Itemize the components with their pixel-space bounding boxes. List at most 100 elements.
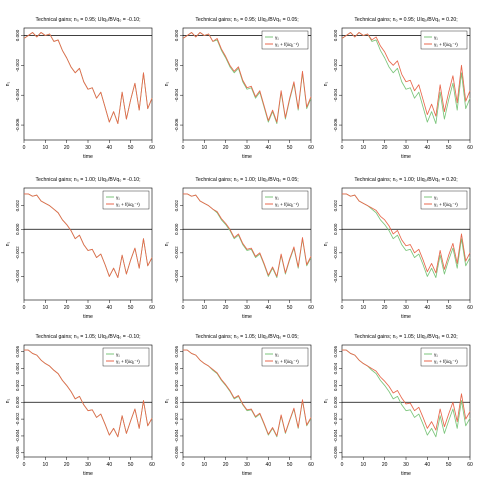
y-tick-label: 0.006 bbox=[174, 346, 179, 358]
x-tick-label: 30 bbox=[244, 305, 250, 311]
x-tick-label: 10 bbox=[202, 305, 208, 311]
y-axis-label: n₁ bbox=[164, 398, 170, 403]
series-line bbox=[182, 32, 312, 123]
y-axis-label: n₁ bbox=[5, 241, 11, 246]
y-tick-label: 0.004 bbox=[333, 362, 338, 374]
y-tick-label: -0.002 bbox=[15, 58, 20, 71]
x-tick-label: 20 bbox=[382, 145, 388, 151]
y-tick-label: -0.006 bbox=[174, 118, 179, 131]
chart-title: Technical gains; n₀ = 1.05; UIq₀/BVq₀ = … bbox=[195, 334, 298, 340]
series-line bbox=[342, 193, 471, 274]
x-tick-label: 10 bbox=[43, 462, 49, 468]
y-axis-label: n₁ bbox=[323, 241, 329, 246]
x-axis-label: time bbox=[401, 471, 411, 477]
x-tick-label: 60 bbox=[308, 305, 314, 311]
chart-panel: Technical gains; n₀ = 1.05; UIq₀/BVq₀ = … bbox=[5, 334, 155, 477]
y-tick-label: 0.004 bbox=[174, 362, 179, 374]
x-tick-label: 20 bbox=[223, 145, 229, 151]
legend-label: γ₁ + f(ẋq₁⁻¹) bbox=[275, 42, 299, 47]
y-tick-label: -0.006 bbox=[15, 446, 20, 459]
y-tick-label: -0.002 bbox=[15, 246, 20, 259]
y-tick-label: -0.006 bbox=[333, 118, 338, 131]
y-tick-label: 0.000 bbox=[333, 223, 338, 235]
x-tick-label: 50 bbox=[287, 305, 293, 311]
x-tick-label: 10 bbox=[43, 305, 49, 311]
x-tick-label: 20 bbox=[223, 462, 229, 468]
legend-label: γ₁ bbox=[116, 352, 120, 357]
x-tick-label: 0 bbox=[23, 145, 26, 151]
y-tick-label: 0.000 bbox=[333, 29, 338, 41]
y-tick-label: -0.004 bbox=[15, 88, 20, 101]
chart-title: Technical gains; n₀ = 1.05; UIq₀/BVq₀ = … bbox=[35, 334, 140, 340]
x-tick-label: 30 bbox=[403, 145, 409, 151]
chart-title: Technical gains; n₀ = 1.00; UIq₀/BVq₀ = … bbox=[35, 177, 140, 183]
x-tick-label: 40 bbox=[266, 462, 272, 468]
chart-panel: Technical gains; n₀ = 0.95; UIq₀/BVq₀ = … bbox=[323, 17, 473, 160]
y-tick-label: -0.004 bbox=[174, 88, 179, 101]
x-tick-label: 20 bbox=[64, 145, 70, 151]
x-tick-label: 0 bbox=[341, 145, 344, 151]
y-tick-label: -0.002 bbox=[15, 412, 20, 425]
y-tick-label: -0.004 bbox=[333, 269, 338, 282]
y-tick-label: 0.000 bbox=[15, 29, 20, 41]
y-tick-label: -0.002 bbox=[333, 246, 338, 259]
y-axis-label: n₁ bbox=[323, 398, 329, 403]
series-line bbox=[341, 32, 471, 117]
x-tick-label: 50 bbox=[128, 305, 134, 311]
legend-box bbox=[261, 30, 309, 50]
y-tick-label: -0.006 bbox=[333, 446, 338, 459]
chart-title: Technical gains; n₀ = 0.95; UIq₀/BVq₀ = … bbox=[354, 17, 457, 23]
y-tick-label: 0.000 bbox=[174, 29, 179, 41]
x-tick-label: 0 bbox=[23, 462, 26, 468]
x-tick-label: 40 bbox=[266, 145, 272, 151]
x-tick-label: 0 bbox=[182, 305, 185, 311]
y-tick-label: 0.002 bbox=[15, 199, 20, 211]
chart-panel: Technical gains; n₀ = 1.05; UIq₀/BVq₀ = … bbox=[323, 334, 473, 477]
x-axis-label: time bbox=[242, 471, 252, 477]
chart-title: Technical gains; n₀ = 0.95; UIq₀/BVq₀ = … bbox=[35, 17, 140, 23]
series-line bbox=[24, 193, 153, 279]
y-tick-label: 0.002 bbox=[333, 199, 338, 211]
chart-panel: Technical gains; n₀ = 1.00; UIq₀/BVq₀ = … bbox=[5, 177, 155, 320]
legend-label: γ₁ + f(ẋq₁⁻¹) bbox=[275, 202, 299, 207]
chart-panel: Technical gains; n₀ = 0.95; UIq₀/BVq₀ = … bbox=[164, 17, 314, 160]
x-axis-label: time bbox=[242, 154, 252, 160]
chart-title: Technical gains; n₀ = 0.95; UIq₀/BVq₀ = … bbox=[195, 17, 298, 23]
x-tick-label: 0 bbox=[341, 305, 344, 311]
y-axis-label: n₁ bbox=[323, 81, 329, 86]
x-tick-label: 10 bbox=[361, 305, 367, 311]
y-tick-label: 0.006 bbox=[15, 346, 20, 358]
y-tick-label: -0.004 bbox=[333, 88, 338, 101]
x-tick-label: 0 bbox=[182, 145, 185, 151]
legend-label: γ₁ bbox=[116, 195, 120, 200]
x-tick-label: 20 bbox=[64, 305, 70, 311]
y-tick-label: 0.004 bbox=[15, 362, 20, 374]
x-tick-label: 20 bbox=[223, 305, 229, 311]
y-tick-label: -0.004 bbox=[174, 429, 179, 442]
x-tick-label: 30 bbox=[403, 462, 409, 468]
series-line bbox=[183, 349, 312, 437]
x-tick-label: 50 bbox=[128, 145, 134, 151]
x-tick-label: 50 bbox=[287, 145, 293, 151]
y-tick-label: -0.002 bbox=[174, 412, 179, 425]
x-tick-label: 10 bbox=[43, 145, 49, 151]
x-tick-label: 20 bbox=[382, 462, 388, 468]
legend-box bbox=[261, 190, 309, 210]
y-tick-label: 0.002 bbox=[333, 379, 338, 391]
legend-label: γ₁ + f(ẋq₁⁻¹) bbox=[275, 359, 299, 364]
x-tick-label: 30 bbox=[85, 145, 91, 151]
x-tick-label: 30 bbox=[244, 145, 250, 151]
x-tick-label: 60 bbox=[149, 305, 155, 311]
x-tick-label: 40 bbox=[425, 462, 431, 468]
legend-label: γ₁ bbox=[275, 352, 279, 357]
y-axis-label: n₁ bbox=[5, 81, 11, 86]
x-tick-label: 50 bbox=[128, 462, 134, 468]
x-tick-label: 0 bbox=[182, 462, 185, 468]
x-tick-label: 10 bbox=[202, 145, 208, 151]
series-line bbox=[23, 32, 153, 124]
legend-box bbox=[261, 347, 309, 367]
x-tick-label: 20 bbox=[382, 305, 388, 311]
y-tick-label: 0.000 bbox=[174, 223, 179, 235]
y-tick-label: -0.002 bbox=[333, 58, 338, 71]
y-tick-label: -0.002 bbox=[174, 58, 179, 71]
